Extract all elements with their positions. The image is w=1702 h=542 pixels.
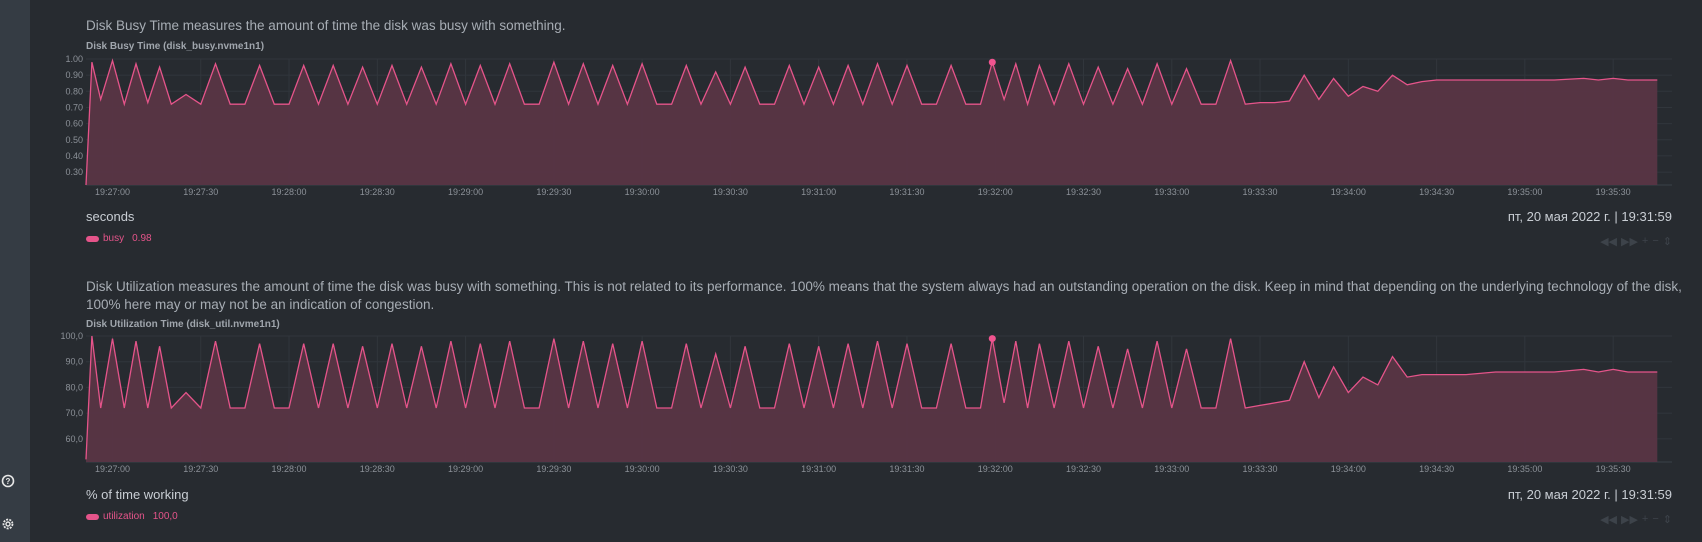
chart-description: Disk Busy Time measures the amount of ti…: [86, 18, 566, 33]
y-tick-label: 0.30: [65, 167, 83, 177]
x-tick-label: 19:35:30: [1596, 464, 1631, 474]
x-tick-label: 19:29:30: [536, 187, 571, 197]
chart-toolbox: ◀◀ ▶▶ + − ⇕: [1600, 513, 1672, 526]
y-tick-label: 100,0: [60, 331, 83, 341]
x-tick-label: 19:27:00: [95, 187, 130, 197]
disk-util-chart[interactable]: 100,0 90,0 80,0 70,0 60,0 19:27:00 19:27:30 19:…: [60, 330, 1686, 500]
resize-icon[interactable]: ⇕: [1662, 236, 1672, 248]
y-tick-label: 80,0: [65, 382, 83, 392]
x-tick-label: 19:30:30: [713, 464, 748, 474]
x-tick-label: 19:29:30: [536, 464, 571, 474]
zoom-in-icon[interactable]: +: [1641, 235, 1649, 247]
x-tick-label: 19:33:30: [1243, 187, 1278, 197]
chart-toolbox: ◀◀ ▶▶ + − ⇕: [1600, 235, 1672, 248]
y-tick-label: 70,0: [65, 408, 83, 418]
x-tick-label: 19:28:30: [360, 464, 395, 474]
units-label: seconds: [86, 209, 135, 224]
x-tick-label: 19:31:30: [889, 187, 924, 197]
legend-name: busy: [103, 233, 125, 244]
series-line-utilization: [85, 335, 1658, 460]
zoom-out-icon[interactable]: −: [1652, 235, 1659, 247]
x-tick-label: 19:30:30: [713, 187, 748, 197]
x-tick-label: 19:27:30: [183, 464, 218, 474]
x-tick-label: 19:32:00: [978, 464, 1013, 474]
zoom-out-icon[interactable]: −: [1652, 513, 1659, 525]
y-tick-label: 90,0: [65, 357, 83, 367]
x-tick-label: 19:28:00: [272, 187, 307, 197]
rewind-icon[interactable]: ◀◀: [1600, 236, 1617, 248]
x-tick-label: 19:30:00: [625, 187, 660, 197]
y-tick-label: 0.50: [65, 135, 83, 145]
x-tick-label: 19:32:30: [1066, 464, 1101, 474]
legend-item-busy[interactable]: busy 0.98: [86, 233, 152, 244]
x-tick-label: 19:28:30: [360, 187, 395, 197]
chart-description: Disk Utilization measures the amount of …: [86, 279, 1682, 312]
x-tick-label: 19:34:00: [1331, 187, 1366, 197]
series-line-busy: [85, 58, 1658, 186]
x-tick-label: 19:33:00: [1154, 464, 1189, 474]
zoom-in-icon[interactable]: +: [1641, 513, 1649, 525]
legend-swatch: [86, 513, 99, 520]
settings-gear-icon[interactable]: [1, 517, 15, 531]
legend-value: 100,0: [152, 511, 178, 522]
x-tick-label: 19:35:00: [1507, 464, 1542, 474]
resize-icon[interactable]: ⇕: [1662, 514, 1672, 526]
x-tick-label: 19:27:30: [183, 187, 218, 197]
series-area-utilization: [86, 336, 1658, 462]
series-area-busy: [86, 60, 1658, 185]
data-point-highlight: [988, 335, 996, 343]
legend-swatch: [86, 235, 99, 242]
y-tick-label: 60,0: [65, 434, 83, 444]
y-tick-label: 0.90: [65, 70, 83, 80]
legend-item-utilization[interactable]: utilization 100,0: [86, 511, 178, 522]
x-tick-label: 19:27:00: [95, 464, 130, 474]
fast-forward-icon[interactable]: ▶▶: [1620, 236, 1638, 248]
x-tick-label: 19:31:00: [801, 187, 836, 197]
x-tick-label: 19:31:30: [889, 464, 924, 474]
rewind-icon[interactable]: ◀◀: [1600, 514, 1617, 526]
x-tick-label: 19:33:00: [1154, 187, 1189, 197]
chart-title: Disk Busy Time (disk_busy.nvme1n1): [86, 41, 265, 52]
x-tick-label: 19:29:00: [448, 464, 483, 474]
disk-busy-section: Disk Busy Time measures the amount of ti…: [65, 17, 1686, 257]
x-tick-label: 19:30:00: [625, 464, 660, 474]
y-tick-label: 0.70: [65, 102, 83, 112]
y-tick-label: 1.00: [65, 54, 83, 64]
x-tick-label: 19:34:30: [1419, 187, 1454, 197]
disk-busy-chart[interactable]: 1.00 0.90 0.80 0.70 0.60 0.50 0.40 0.30 19:27:00…: [65, 53, 1686, 223]
chart-title: Disk Utilization Time (disk_util.nvme1n1…: [86, 319, 280, 330]
x-tick-label: 19:28:00: [272, 464, 307, 474]
x-tick-label: 19:33:30: [1243, 464, 1278, 474]
x-tick-label: 19:34:00: [1331, 464, 1366, 474]
help-icon[interactable]: ?: [1, 474, 15, 488]
disk-util-section: Disk Utilization measures the amount of …: [60, 278, 1686, 538]
x-tick-label: 19:34:30: [1419, 464, 1454, 474]
legend-name: utilization: [103, 511, 145, 522]
x-tick-label: 19:31:00: [801, 464, 836, 474]
legend-value: 0.98: [132, 233, 152, 244]
left-sidebar-strip: [0, 0, 30, 542]
fast-forward-icon[interactable]: ▶▶: [1620, 514, 1638, 526]
y-tick-label: 0.40: [65, 151, 83, 161]
y-tick-label: 0.60: [65, 119, 83, 129]
chart-datetime: пт, 20 мая 2022 г. | 19:31:59: [1507, 487, 1672, 502]
x-tick-label: 19:35:00: [1507, 187, 1542, 197]
units-label: % of time working: [86, 487, 189, 502]
x-tick-label: 19:35:30: [1596, 187, 1631, 197]
svg-text:?: ?: [6, 477, 11, 486]
y-tick-label: 0.80: [65, 86, 83, 96]
chart-datetime: пт, 20 мая 2022 г. | 19:31:59: [1507, 209, 1672, 224]
x-tick-label: 19:32:00: [978, 187, 1013, 197]
x-tick-label: 19:29:00: [448, 187, 483, 197]
x-tick-label: 19:32:30: [1066, 187, 1101, 197]
data-point-highlight: [988, 58, 996, 66]
